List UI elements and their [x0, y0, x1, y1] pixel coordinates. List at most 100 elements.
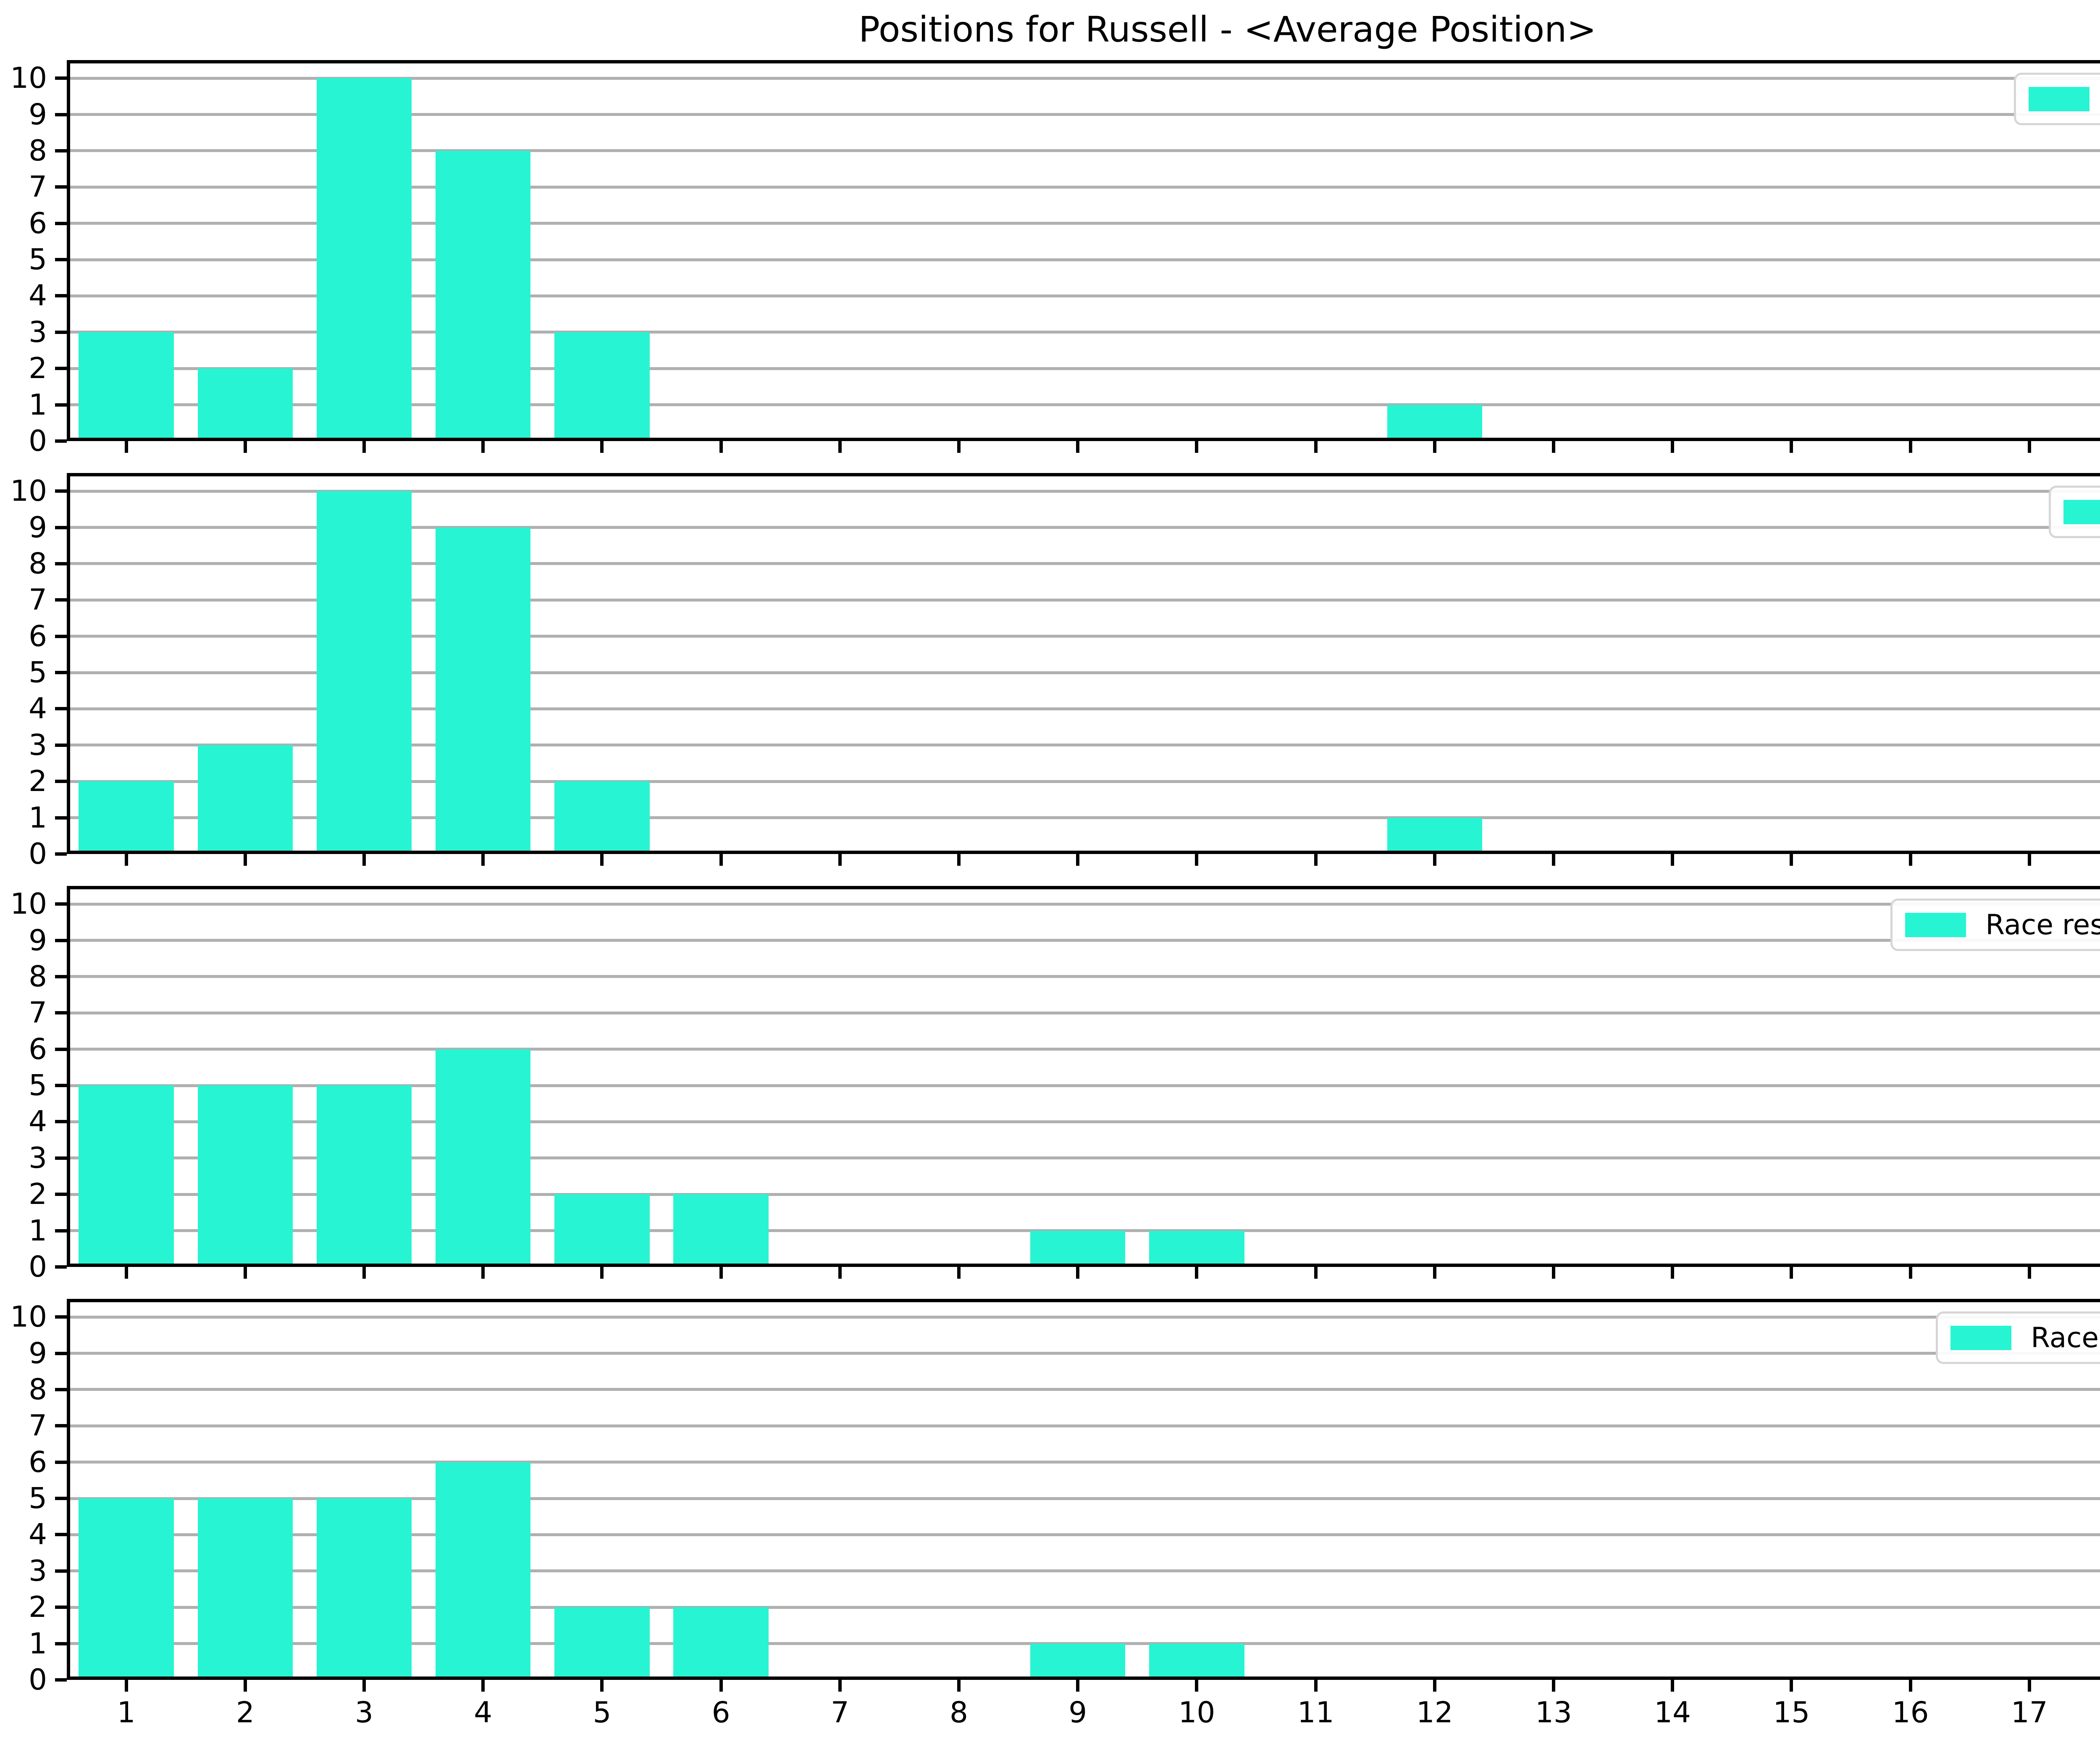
- y-tick-label: 9: [29, 97, 47, 131]
- gridline: [67, 222, 2100, 225]
- x-tick-mark: [1671, 854, 1675, 866]
- x-tick-mark: [481, 1267, 485, 1279]
- gridline: [67, 939, 2100, 942]
- y-tick-mark: [55, 743, 67, 747]
- gridline: [67, 902, 2100, 906]
- x-tick-mark: [600, 1267, 604, 1279]
- x-tick-mark: [1314, 1680, 1318, 1692]
- bar: [79, 1498, 174, 1680]
- x-tick-mark: [1314, 1267, 1318, 1279]
- x-tick-mark: [957, 854, 961, 866]
- y-tick-label: 10: [10, 474, 47, 508]
- y-tick-label: 4: [29, 1105, 47, 1139]
- x-tick-label: 6: [711, 1696, 730, 1729]
- x-tick-mark: [1671, 1680, 1675, 1692]
- left-spine: [67, 1299, 70, 1680]
- x-tick-mark: [957, 441, 961, 453]
- bar: [1149, 1230, 1244, 1267]
- y-tick-label: 2: [29, 352, 47, 386]
- x-tick-mark: [957, 1267, 961, 1279]
- y-tick-mark: [55, 1533, 67, 1537]
- x-tick-mark: [1195, 854, 1199, 866]
- y-tick-label: 4: [29, 692, 47, 726]
- y-tick-mark: [55, 1424, 67, 1428]
- bottom-spine: [67, 851, 2100, 854]
- y-tick-mark: [55, 1047, 67, 1051]
- x-tick-mark: [1076, 1680, 1080, 1692]
- gridline: [67, 1156, 2100, 1160]
- legend: Qualifying times - 4.68: [2013, 73, 2100, 126]
- x-tick-mark: [1195, 1680, 1199, 1692]
- y-tick-mark: [55, 1011, 67, 1015]
- x-tick-mark: [1195, 1267, 1199, 1279]
- left-spine: [67, 886, 70, 1267]
- gridline: [67, 1084, 2100, 1087]
- y-tick-mark: [55, 1569, 67, 1573]
- bar: [316, 491, 412, 854]
- legend-swatch: [2028, 87, 2090, 111]
- x-tick-mark: [362, 854, 366, 866]
- x-tick-mark: [481, 441, 485, 453]
- bar: [197, 745, 293, 854]
- y-tick-label: 5: [29, 243, 47, 277]
- x-tick-mark: [1790, 1680, 1793, 1692]
- x-tick-mark: [1195, 441, 1199, 453]
- x-tick-mark: [838, 1680, 842, 1692]
- y-tick-label: 7: [29, 583, 47, 617]
- gridline: [67, 562, 2100, 565]
- gridline: [67, 1497, 2100, 1500]
- gridline: [67, 1533, 2100, 1536]
- y-tick-mark: [55, 1315, 67, 1319]
- bar: [79, 781, 174, 854]
- gridline: [67, 113, 2100, 116]
- x-tick-label: 5: [593, 1696, 612, 1729]
- gridline: [67, 1461, 2100, 1464]
- x-tick-mark: [1552, 854, 1555, 866]
- x-tick-label: 16: [1892, 1696, 1929, 1729]
- y-tick-mark: [55, 1265, 67, 1269]
- x-tick-mark: [1908, 1680, 1912, 1692]
- y-tick-label: 8: [29, 134, 47, 168]
- x-tick-mark: [600, 854, 604, 866]
- gridline: [67, 185, 2100, 189]
- y-tick-mark: [55, 707, 67, 711]
- y-tick-mark: [55, 76, 67, 80]
- y-tick-mark: [55, 1460, 67, 1464]
- x-tick-mark: [1552, 441, 1555, 453]
- gridline: [67, 1011, 2100, 1014]
- y-tick-label: 0: [29, 1250, 47, 1284]
- gridline: [67, 1424, 2100, 1427]
- x-tick-mark: [124, 1680, 128, 1692]
- y-tick-mark: [55, 367, 67, 371]
- x-tick-mark: [600, 1680, 604, 1692]
- y-tick-mark: [55, 780, 67, 783]
- y-tick-mark: [55, 1387, 67, 1391]
- y-tick-mark: [55, 1156, 67, 1160]
- x-tick-mark: [362, 441, 366, 453]
- bottom-spine: [67, 438, 2100, 441]
- gridline: [67, 816, 2100, 820]
- y-tick-label: 4: [29, 279, 47, 313]
- bar: [554, 1194, 650, 1267]
- gridline: [67, 671, 2100, 674]
- legend: Race results without DNF - 4.57: [1890, 899, 2100, 951]
- x-tick-label: 12: [1416, 1696, 1453, 1729]
- y-tick-mark: [55, 1351, 67, 1355]
- x-tick-label: 9: [1068, 1696, 1087, 1729]
- y-tick-label: 6: [29, 206, 47, 240]
- y-tick-label: 5: [29, 656, 47, 690]
- bar: [1149, 1643, 1244, 1680]
- x-tick-mark: [1671, 1267, 1675, 1279]
- gridline: [67, 1606, 2100, 1609]
- bar: [435, 150, 531, 441]
- y-tick-label: 9: [29, 1336, 47, 1370]
- top-spine: [67, 1299, 2100, 1302]
- y-tick-label: 6: [29, 619, 47, 653]
- gridline: [67, 1569, 2100, 1573]
- y-tick-label: 8: [29, 1372, 47, 1406]
- x-tick-mark: [838, 1267, 842, 1279]
- gridline: [67, 1193, 2100, 1196]
- gridline: [67, 526, 2100, 529]
- x-tick-mark: [1908, 854, 1912, 866]
- bar: [197, 368, 293, 441]
